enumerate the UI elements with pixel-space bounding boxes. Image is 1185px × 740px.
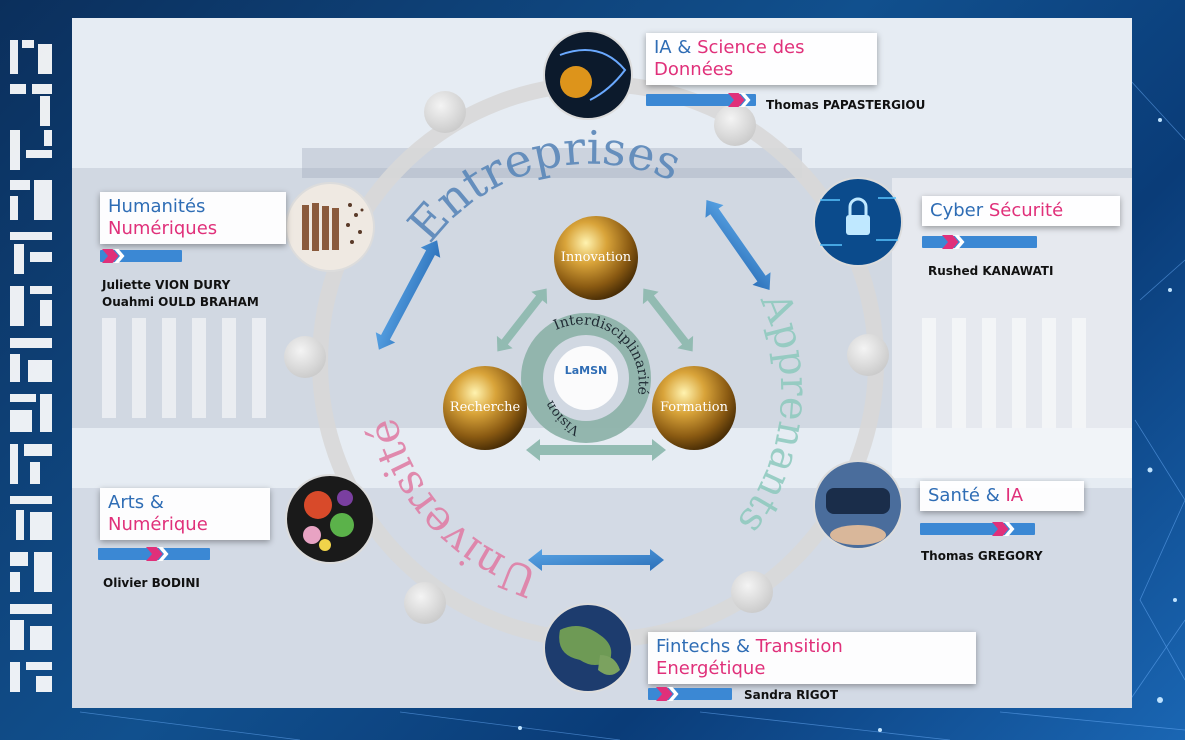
domain-title-accent: Sécurité [988,200,1064,221]
domain-person: Sandra RIGOT [744,688,839,702]
arrow-bar [920,522,1035,536]
domain-title-accent: Science des [697,37,805,58]
domain-title: Santé & [928,485,1006,506]
domain-title-accent: Transition [755,636,843,657]
domain-title-accent: IA [1005,485,1024,506]
ring-node [404,582,446,624]
domain-title: Arts & [108,492,164,513]
ring-node [284,336,326,378]
domain-card-fintech: Fintechs & Transition Energétique [648,632,976,684]
sphere-label-innovation: Innovation [560,250,632,265]
domain-person: Olivier BODINI [103,576,200,590]
word-universite: Université [357,413,543,607]
domain-title-line2: Données [654,59,734,80]
sphere-label-formation: Formation [659,400,728,415]
ring-nodes [284,91,889,624]
sphere-formation [652,366,736,450]
domain-title: Cyber [930,200,989,221]
sphere-recherche [443,366,527,450]
ring-node [731,571,773,613]
word-apprenants: Apprenants [728,285,817,542]
ring-node [847,334,889,376]
arrow-bar [100,249,182,263]
domain-title: Fintechs & [656,636,756,657]
ring-node [424,91,466,133]
arrow-bar [922,235,1037,249]
domain-title: Humanités [108,196,206,217]
domain-thumbnails [285,30,903,693]
domain-person: Juliette VION DURY Ouahmi OULD BRAHAM [102,278,259,309]
arrow-bar [646,93,756,107]
sphere-label-recherche: Recherche [449,400,521,415]
domain-card-sante: Santé & IA [920,481,1084,511]
domain-title-line2: Numériques [108,218,218,239]
central-cycle: Interdisciplinarité Vision LaMSN [521,312,651,443]
domain-card-ia-data: IA & Science des Données [646,33,877,85]
domain-person: Rushed KANAWATI [928,264,1054,278]
domain-card-arts: Arts & Numérique [100,488,270,540]
domain-title-line2: Energétique [656,658,766,679]
domain-title: IA & [654,37,698,58]
blue-double-arrows [375,199,771,571]
inner-arrows [496,288,694,461]
domain-person: Thomas PAPASTERGIOU [766,98,926,112]
ring-node [714,104,756,146]
arrow-bar [648,687,732,701]
decorative-pattern-strip [10,40,52,692]
lamsn-logo: LaMSN [565,364,608,377]
domain-card-humanites: Humanités Numériques [100,192,286,244]
domain-card-cyber: Cyber Sécurité [922,196,1120,226]
sphere-innovation [554,216,638,300]
domain-title-line2: Numérique [108,514,208,535]
domain-person: Thomas GREGORY [921,549,1043,563]
arrow-bar [98,547,210,561]
gold-spheres [443,216,736,450]
